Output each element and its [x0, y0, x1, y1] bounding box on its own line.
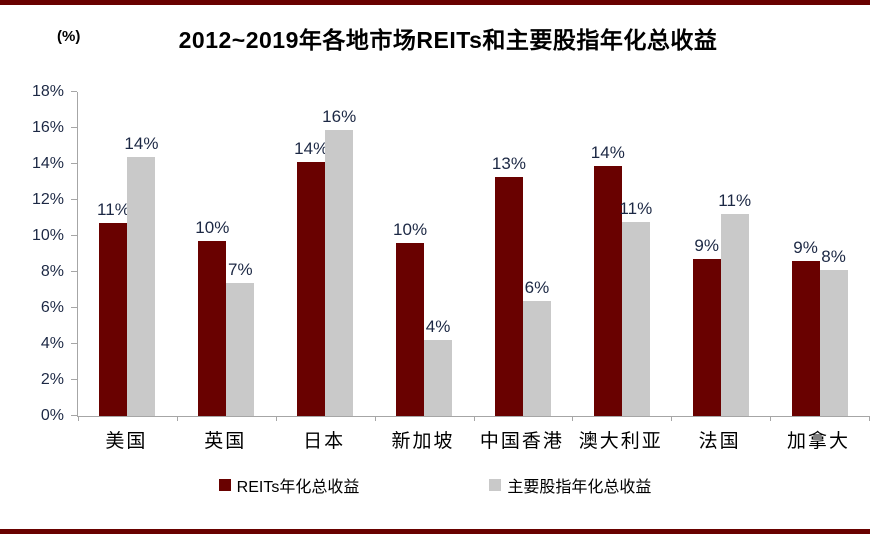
y-tick-label: 0%: [40, 407, 64, 424]
reits-bar: 13%: [492, 154, 526, 416]
reits-bar: 14%: [294, 139, 328, 416]
top-border-rule: [0, 0, 870, 5]
bar-group-5: 13% 6%: [474, 92, 573, 416]
y-tick-label: 12%: [31, 191, 64, 209]
y-tick-mark: [71, 127, 77, 129]
legend-label-reits: REITs年化总收益: [236, 479, 360, 496]
y-tick-mark: [71, 163, 77, 164]
category-label: 中国香港: [479, 431, 564, 452]
category-label: 日本: [303, 431, 346, 452]
bar-value-label: 16%: [322, 106, 357, 126]
stock-index-bar: 4%: [424, 317, 453, 416]
stock-index-bar: 16%: [322, 107, 356, 416]
bar-group-8: 9% 8%: [770, 92, 869, 416]
x-tick-mark: [473, 416, 475, 421]
x-tick-mark: [572, 416, 574, 421]
y-tick-label: 10%: [31, 227, 64, 244]
bar-value-label: 14%: [294, 139, 329, 159]
bar-value-label: 11%: [718, 191, 752, 211]
legend: REITs年化总收益 主要股指年化总收益: [0, 473, 870, 497]
x-tick-mark: [671, 416, 673, 421]
y-tick-label: 8%: [40, 263, 64, 281]
reits-bar: 9%: [791, 238, 820, 416]
bar-value-label: 8%: [821, 247, 846, 267]
bar-group-2: 10% 7%: [177, 92, 276, 416]
y-tick-mark: [71, 415, 77, 416]
bar-value-label: 11%: [97, 200, 130, 220]
y-tick-label: 2%: [40, 371, 64, 389]
bar-group-6: 14% 11%: [572, 92, 671, 416]
stock-index-bar: 7%: [226, 260, 255, 416]
category-label: 法国: [698, 431, 741, 452]
bar-value-label: 14%: [124, 133, 159, 153]
bar-value-label: 13%: [491, 153, 526, 173]
reits-bar: 14%: [591, 143, 625, 416]
reits-bar: 10%: [393, 220, 427, 416]
y-tick-mark: [71, 235, 77, 236]
x-axis-labels: 美国 英国 日本 新加坡 中国香港 澳大利亚 法国 加拿大: [77, 426, 868, 453]
y-axis-unit-label: (%): [57, 28, 81, 45]
reits-bar: 10%: [195, 218, 229, 416]
x-tick-mark: [78, 416, 79, 421]
stock-index-bar: 11%: [718, 191, 751, 416]
category-label: 新加坡: [391, 431, 455, 452]
legend-marker-reits: [218, 479, 231, 491]
bar-value-label: 10%: [195, 218, 230, 238]
y-tick-mark: [71, 343, 77, 345]
y-tick-mark: [71, 91, 77, 92]
x-tick-mark: [275, 416, 277, 421]
x-tick-mark: [374, 416, 376, 421]
bottom-border-rule: [0, 529, 870, 534]
y-tick-label: 6%: [40, 299, 64, 317]
category-label: 加拿大: [787, 431, 851, 452]
y-tick-label: 16%: [31, 119, 64, 137]
stock-index-bar: 6%: [522, 278, 551, 416]
bar-value-label: 11%: [619, 198, 653, 218]
plot-area: 11% 14% 10% 7% 14% 16% 10% 4% 13% 6% 14% 11% 9% 11% 9%…: [77, 92, 870, 421]
x-tick-mark: [176, 416, 178, 421]
bar-group-1: 11% 14%: [78, 92, 177, 416]
y-tick-label: 14%: [31, 155, 64, 172]
bar-group-7: 9% 11%: [671, 92, 770, 416]
bar-value-label: 7%: [228, 259, 253, 279]
legend-item-reits: REITs年化总收益: [218, 473, 360, 497]
y-tick-mark: [71, 379, 77, 381]
bar-value-label: 14%: [590, 142, 625, 162]
legend-item-index: 主要股指年化总收益: [489, 473, 651, 497]
chart-title: 2012~2019年各地市场REITs和主要股指年化总收益: [178, 27, 718, 53]
legend-marker-index: [489, 479, 502, 491]
stock-index-bar: 8%: [819, 247, 848, 416]
bar-group-3: 14% 16%: [276, 92, 375, 416]
category-label: 美国: [105, 431, 148, 452]
y-tick-mark: [71, 199, 77, 200]
reits-bar: 9%: [692, 236, 721, 416]
y-tick-label: 4%: [40, 335, 64, 353]
bar-value-label: 4%: [425, 317, 451, 337]
reits-bar: 11%: [97, 200, 130, 416]
stock-index-bar: 11%: [619, 199, 652, 416]
category-label: 英国: [204, 431, 247, 452]
legend-label-index: 主要股指年化总收益: [507, 479, 652, 496]
y-axis: 0% 2% 4% 6% 8% 10% 12% 14% 16% 18%: [0, 83, 77, 424]
y-tick-label: 18%: [31, 83, 64, 100]
category-label: 澳大利亚: [578, 431, 663, 452]
x-tick-mark: [770, 416, 772, 421]
bar-value-label: 10%: [393, 220, 428, 240]
bar-group-4: 10% 4%: [375, 92, 474, 416]
y-tick-mark: [71, 307, 77, 308]
bar-value-label: 9%: [793, 238, 818, 258]
bar-value-label: 6%: [524, 277, 550, 297]
bar-value-label: 9%: [694, 236, 719, 256]
y-tick-mark: [71, 271, 77, 273]
stock-index-bar: 14%: [124, 134, 158, 416]
